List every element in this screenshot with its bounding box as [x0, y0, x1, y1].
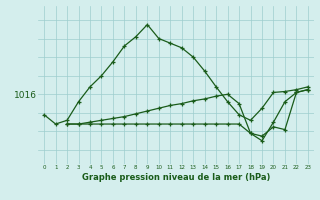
X-axis label: Graphe pression niveau de la mer (hPa): Graphe pression niveau de la mer (hPa) [82, 173, 270, 182]
